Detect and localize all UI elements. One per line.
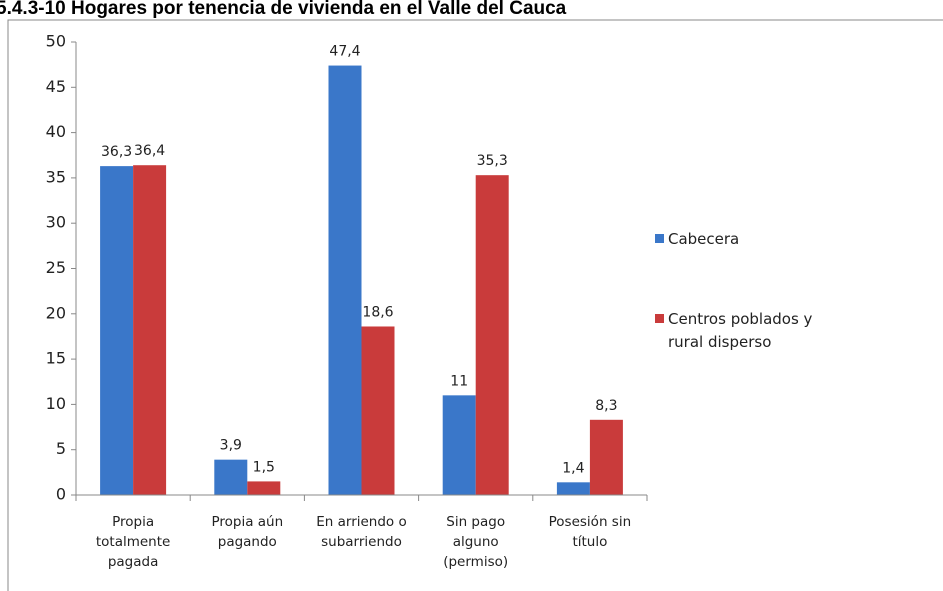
data-label: 36,4 [134,143,165,159]
y-tick-label: 10 [46,394,66,413]
y-tick-label: 5 [56,439,66,458]
data-label: 36,3 [101,144,132,160]
x-tick-label: Sin pago alguno (permiso) [443,514,509,570]
y-tick-label: 35 [46,167,66,186]
data-label: 8,3 [595,398,617,414]
data-label: 1,5 [253,459,275,475]
y-tick-label: 30 [46,213,66,232]
data-label: 18,6 [362,304,393,320]
bar [328,65,362,495]
bar [361,326,395,495]
legend-swatch [655,314,664,323]
x-tick-label: En arriendo o subarriendo [316,514,407,550]
y-tick-label: 0 [56,485,66,504]
bar [442,395,476,495]
bar [589,419,623,495]
data-label: 1,4 [562,460,584,476]
legend-label: Cabecera [668,230,740,248]
x-tick-label: Posesión sin título [548,514,632,550]
y-tick-label: 50 [46,32,66,51]
y-tick-label: 25 [46,258,66,277]
y-tick-label: 20 [46,303,66,322]
data-label: 35,3 [477,153,508,169]
y-tick-label: 40 [46,122,66,141]
bar [133,165,167,495]
bar [556,482,590,495]
bar [475,175,509,495]
legend-label: Centros poblados y rural disperso [668,310,813,351]
data-label: 11 [450,373,468,389]
x-tick-label: Propia totalmente pagada [95,514,171,570]
data-label: 3,9 [220,438,242,454]
y-tick-label: 45 [46,77,66,96]
bar [100,166,134,495]
bar [214,459,248,495]
legend-swatch [655,234,664,243]
data-label: 47,4 [329,44,360,60]
x-tick-label: Propia aún pagando [211,514,284,550]
chart-title: 5.4.3-10 Hogares por tenencia de viviend… [0,0,567,19]
bar [247,481,281,495]
y-tick-label: 15 [46,349,66,368]
